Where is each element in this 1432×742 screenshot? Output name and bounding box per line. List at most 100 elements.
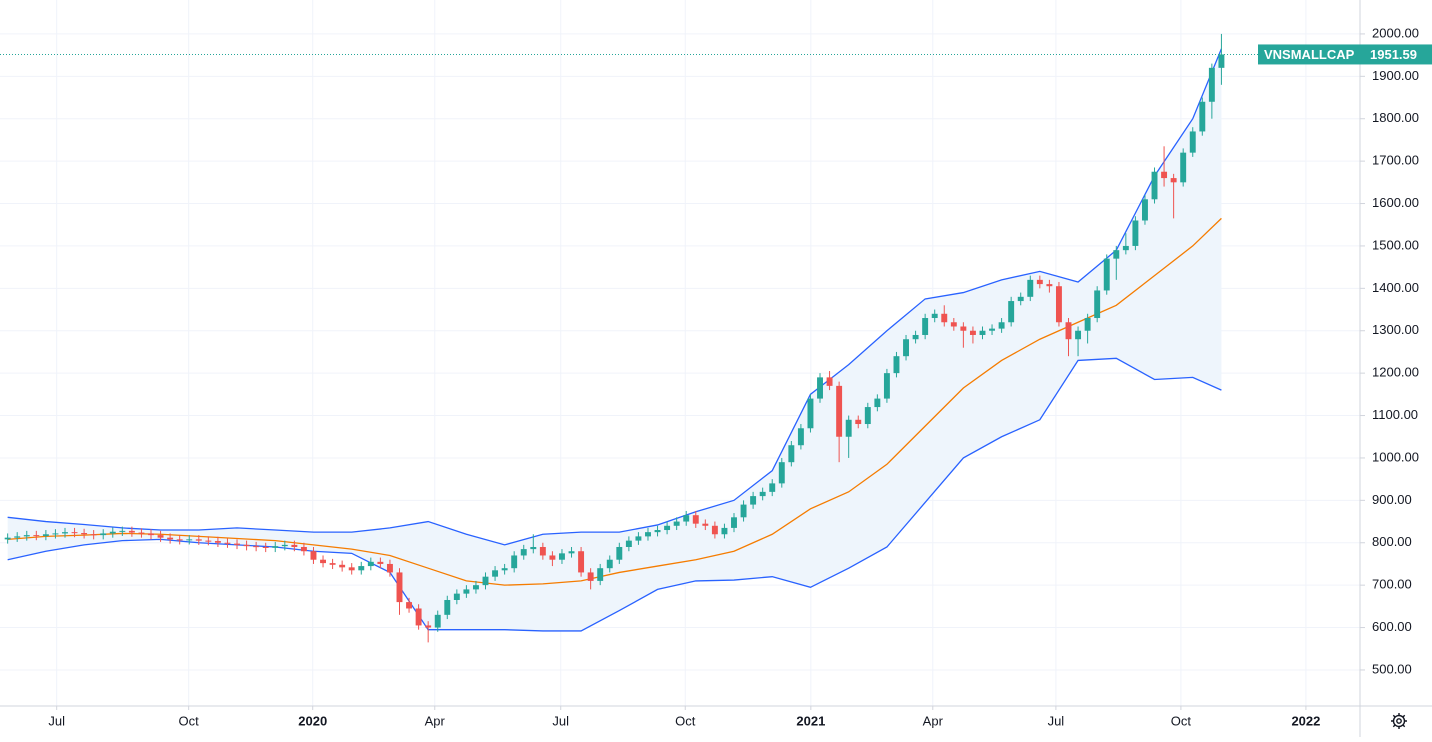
candle-body xyxy=(386,563,393,573)
y-tick-label: 2000.00 xyxy=(1372,25,1419,40)
candle-body xyxy=(492,570,499,577)
candle-layer xyxy=(0,33,1360,643)
candle-body xyxy=(1151,171,1158,200)
candle-body xyxy=(119,530,126,532)
y-tick-label: 600.00 xyxy=(1372,619,1412,634)
candle-body xyxy=(472,585,479,590)
x-tick-label: 2020 xyxy=(298,713,327,728)
candle-body xyxy=(1189,131,1196,153)
candle-body xyxy=(989,328,996,331)
candle-body xyxy=(549,555,556,560)
candle-body xyxy=(883,373,890,399)
candle-body xyxy=(539,546,546,556)
last-price-label: 1951.59 xyxy=(1370,47,1417,62)
candle-body xyxy=(845,419,852,437)
y-tick-label: 1900.00 xyxy=(1372,68,1419,83)
candle-body xyxy=(587,572,594,581)
candle-body xyxy=(138,532,145,534)
candle-body xyxy=(578,551,585,573)
candle-body xyxy=(597,568,604,581)
candle-body xyxy=(807,398,814,429)
x-tick-label: Jul xyxy=(48,713,65,728)
candle-body xyxy=(214,541,221,543)
candle-body xyxy=(855,419,862,425)
band-fill xyxy=(7,48,1222,631)
candle-body xyxy=(205,540,212,542)
candle-body xyxy=(1065,322,1072,340)
candle-body xyxy=(836,385,843,437)
candle-body xyxy=(864,407,871,425)
candle-body xyxy=(42,534,49,536)
y-tick-label: 1700.00 xyxy=(1372,153,1419,168)
candle-body xyxy=(731,517,737,528)
candle-body xyxy=(683,515,690,522)
candle-body xyxy=(1036,279,1043,285)
candle-body xyxy=(358,566,365,571)
candle-body xyxy=(100,533,107,536)
candle-body xyxy=(367,561,374,567)
candle-body xyxy=(425,625,432,628)
candle-body xyxy=(148,533,154,536)
candle-body xyxy=(912,334,919,340)
candle-body xyxy=(759,491,766,497)
candle-body xyxy=(664,525,671,531)
band-upper-line xyxy=(7,48,1223,546)
x-tick-label: Jul xyxy=(552,713,569,728)
candle-body xyxy=(434,614,441,628)
candle-body xyxy=(1084,318,1091,331)
band-layer xyxy=(7,48,1223,632)
y-tick-label: 900.00 xyxy=(1372,492,1412,507)
candle-body xyxy=(1017,296,1024,302)
candle-body xyxy=(769,483,776,492)
candle-body xyxy=(23,535,30,537)
candle-body xyxy=(109,531,116,534)
x-tick-label: Apr xyxy=(425,713,446,728)
candle-body xyxy=(559,553,565,560)
candle-body xyxy=(740,504,747,518)
candle-body xyxy=(817,377,823,399)
candle-body xyxy=(950,322,957,327)
candle-body xyxy=(224,542,231,544)
candle-body xyxy=(396,572,403,603)
candle-body xyxy=(1141,199,1148,221)
candle-body xyxy=(501,568,508,571)
candle-body xyxy=(625,540,632,547)
y-tick-label: 700.00 xyxy=(1372,577,1412,592)
symbol-label-bg xyxy=(1258,44,1432,65)
y-tick-label: 1600.00 xyxy=(1372,195,1419,210)
candle-body xyxy=(750,496,757,505)
candle-body xyxy=(903,339,909,357)
candle-body xyxy=(1113,250,1120,259)
candle-body xyxy=(52,533,59,535)
y-tick-label: 800.00 xyxy=(1372,534,1412,549)
y-tick-label: 1800.00 xyxy=(1372,110,1419,125)
candle-body xyxy=(300,546,307,552)
candle-body xyxy=(960,326,967,331)
y-tick-label: 500.00 xyxy=(1372,661,1412,676)
candle-body xyxy=(969,330,976,335)
candle-body xyxy=(1008,301,1015,323)
x-tick-label: Oct xyxy=(675,713,696,728)
candle-body xyxy=(157,535,164,538)
candle-body xyxy=(195,539,202,541)
x-tick-label: 2021 xyxy=(796,713,825,728)
candle-body xyxy=(797,428,804,446)
settings-icon[interactable] xyxy=(1391,713,1407,729)
candle-body xyxy=(635,536,642,541)
x-tick-label: Oct xyxy=(179,713,200,728)
candle-body xyxy=(128,530,135,533)
candle-body xyxy=(1094,290,1101,319)
candle-body xyxy=(645,532,651,537)
candle-body xyxy=(71,532,78,534)
candle-body xyxy=(1180,152,1187,183)
candle-body xyxy=(1170,178,1177,183)
candle-body xyxy=(673,521,680,526)
candle-body xyxy=(463,589,470,594)
x-tick-label: Oct xyxy=(1171,713,1192,728)
candle-body xyxy=(453,593,460,600)
x-tick-label: Apr xyxy=(923,713,944,728)
candle-body xyxy=(62,532,68,534)
candle-body xyxy=(922,318,929,335)
y-tick-label: 1200.00 xyxy=(1372,365,1419,380)
candle-body xyxy=(616,546,623,560)
